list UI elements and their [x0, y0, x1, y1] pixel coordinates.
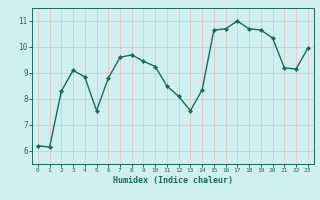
X-axis label: Humidex (Indice chaleur): Humidex (Indice chaleur) [113, 176, 233, 185]
